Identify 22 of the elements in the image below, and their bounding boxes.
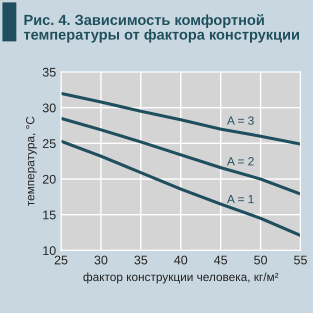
series-label: A = 2 [227, 157, 254, 166]
y-tick-label: 35 [42, 68, 56, 77]
line-series [61, 140, 300, 237]
y-tick-label: 10 [43, 246, 56, 256]
x-tick-label: 40 [174, 256, 188, 264]
chart-title: Рис. 4. Зависимость комфортной температуры от фактора конструкции [24, 14, 299, 43]
x-tick-label: 50 [254, 256, 268, 264]
y-tick-label: 20 [42, 174, 56, 184]
y-tick-label: 25 [42, 139, 56, 148]
x-tick-label: 30 [94, 256, 108, 264]
series-label: A = 3 [227, 116, 254, 125]
y-tick-label: 15 [43, 210, 56, 220]
y-tick-label: 30 [42, 103, 56, 112]
series-label: A = 1 [227, 195, 254, 204]
line-series [61, 92, 300, 146]
x-tick-label: 35 [134, 256, 148, 264]
x-tick-label: 55 [294, 256, 307, 264]
line-series [61, 116, 300, 196]
y-axis-title: температура, °C [26, 116, 37, 206]
x-axis-title: фактор конструкции человека, кг/м² [83, 272, 278, 284]
x-tick-label: 45 [214, 256, 228, 264]
x-tick-label: 25 [54, 256, 68, 264]
